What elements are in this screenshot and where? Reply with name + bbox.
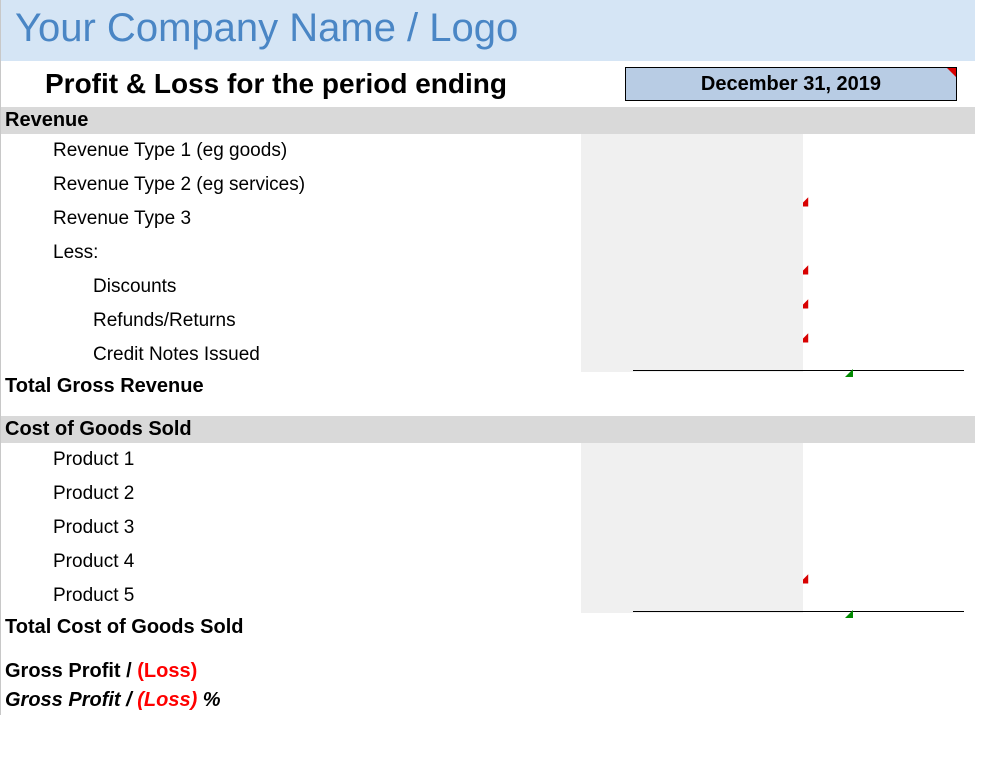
- cogs-item-0-label: Product 1: [1, 449, 581, 471]
- revenue-item-0-row: Revenue Type 1 (eg goods): [1, 134, 975, 168]
- total-gross-revenue-label: Total Gross Revenue: [1, 371, 975, 402]
- cogs-item-3-row: Product 4◣: [1, 545, 975, 579]
- cogs-item-2-row: Product 3: [1, 511, 975, 545]
- period-end-date: December 31, 2019: [701, 73, 881, 96]
- cogs-item-1-value-cell[interactable]: [581, 477, 803, 511]
- revenue-item-5-row: Refunds/Returns◣: [1, 304, 975, 338]
- cogs-item-2-value-cell[interactable]: [581, 511, 803, 545]
- cogs-items: Product 1Product 2Product 3Product 4◣Pro…: [1, 443, 975, 613]
- company-banner: Your Company Name / Logo: [1, 0, 975, 61]
- revenue-item-2-row: Revenue Type 3: [1, 202, 975, 236]
- revenue-item-6-value2-cell: [803, 338, 973, 372]
- revenue-item-1-label: Revenue Type 2 (eg services): [1, 174, 581, 196]
- cogs-item-1-row: Product 2: [1, 477, 975, 511]
- cogs-item-2-label: Product 3: [1, 517, 581, 539]
- revenue-item-3-label: Less:: [1, 242, 581, 264]
- revenue-item-4-row: Discounts◣: [1, 270, 975, 304]
- report-title: Profit & Loss for the period ending: [45, 68, 625, 100]
- cogs-item-0-value2-cell: [803, 443, 973, 477]
- cogs-item-0-value-cell[interactable]: [581, 443, 803, 477]
- revenue-item-1-value-cell[interactable]: ◣: [581, 168, 803, 202]
- revenue-item-5-value2-cell: [803, 304, 973, 338]
- cogs-item-0-row: Product 1: [1, 443, 975, 477]
- gross-profit-pct-prefix: Gross Profit /: [5, 689, 137, 711]
- revenue-item-1-value2-cell: [803, 168, 973, 202]
- gross-profit-loss-word: (Loss): [137, 660, 197, 682]
- revenue-section-header: Revenue: [1, 107, 975, 134]
- cogs-item-3-label: Product 4: [1, 551, 581, 573]
- revenue-item-0-label: Revenue Type 1 (eg goods): [1, 140, 581, 162]
- revenue-item-6-value-cell[interactable]: [581, 338, 803, 372]
- cogs-item-3-value-cell[interactable]: ◣: [581, 545, 803, 579]
- revenue-item-2-value2-cell: [803, 202, 973, 236]
- revenue-item-2-value-cell[interactable]: [581, 202, 803, 236]
- cogs-item-1-value2-cell: [803, 477, 973, 511]
- gross-profit-row: Gross Profit / (Loss): [1, 657, 975, 686]
- revenue-item-2-label: Revenue Type 3: [1, 208, 581, 230]
- revenue-item-5-value-cell[interactable]: ◣: [581, 304, 803, 338]
- revenue-item-4-value-cell[interactable]: ◣: [581, 270, 803, 304]
- revenue-item-4-label: Discounts: [1, 276, 581, 298]
- revenue-item-3-row: Less:◣: [1, 236, 975, 270]
- title-row: Profit & Loss for the period ending Dece…: [1, 61, 975, 107]
- cogs-item-4-value-cell[interactable]: [581, 579, 803, 613]
- gross-profit-pct-loss-word: (Loss): [137, 689, 197, 711]
- gross-profit-pct-row: Gross Profit / (Loss) %: [1, 686, 975, 715]
- revenue-item-1-row: Revenue Type 2 (eg services)◣: [1, 168, 975, 202]
- cogs-item-4-row: Product 5: [1, 579, 975, 613]
- profit-loss-sheet: Your Company Name / Logo Profit & Loss f…: [0, 0, 975, 715]
- cogs-item-4-value2-cell: [803, 579, 973, 613]
- comment-marker-icon: [947, 68, 956, 77]
- cogs-item-4-label: Product 5: [1, 585, 581, 607]
- revenue-item-4-value2-cell: [803, 270, 973, 304]
- revenue-items: Revenue Type 1 (eg goods) Revenue Type 2 …: [1, 134, 975, 372]
- revenue-item-3-value2-cell: [803, 236, 973, 270]
- revenue-item-5-label: Refunds/Returns: [1, 310, 581, 332]
- formula-marker-icon: [845, 610, 853, 618]
- cogs-item-2-value2-cell: [803, 511, 973, 545]
- revenue-item-3-value-cell[interactable]: ◣: [581, 236, 803, 270]
- gross-profit-prefix: Gross Profit /: [5, 660, 137, 682]
- company-name: Your Company Name / Logo: [15, 6, 518, 50]
- cogs-item-3-value2-cell: [803, 545, 973, 579]
- period-end-date-cell[interactable]: December 31, 2019: [625, 67, 957, 101]
- revenue-item-6-row: Credit Notes Issued: [1, 338, 975, 372]
- gross-profit-pct-suffix: %: [197, 689, 220, 711]
- cogs-item-1-label: Product 2: [1, 483, 581, 505]
- revenue-item-0-value-cell[interactable]: [581, 134, 803, 168]
- formula-marker-icon: [845, 369, 853, 377]
- revenue-item-6-label: Credit Notes Issued: [1, 344, 581, 366]
- total-cogs-label: Total Cost of Goods Sold: [1, 612, 975, 643]
- cogs-section-header: Cost of Goods Sold: [1, 416, 975, 443]
- revenue-item-0-value2-cell: [803, 134, 973, 168]
